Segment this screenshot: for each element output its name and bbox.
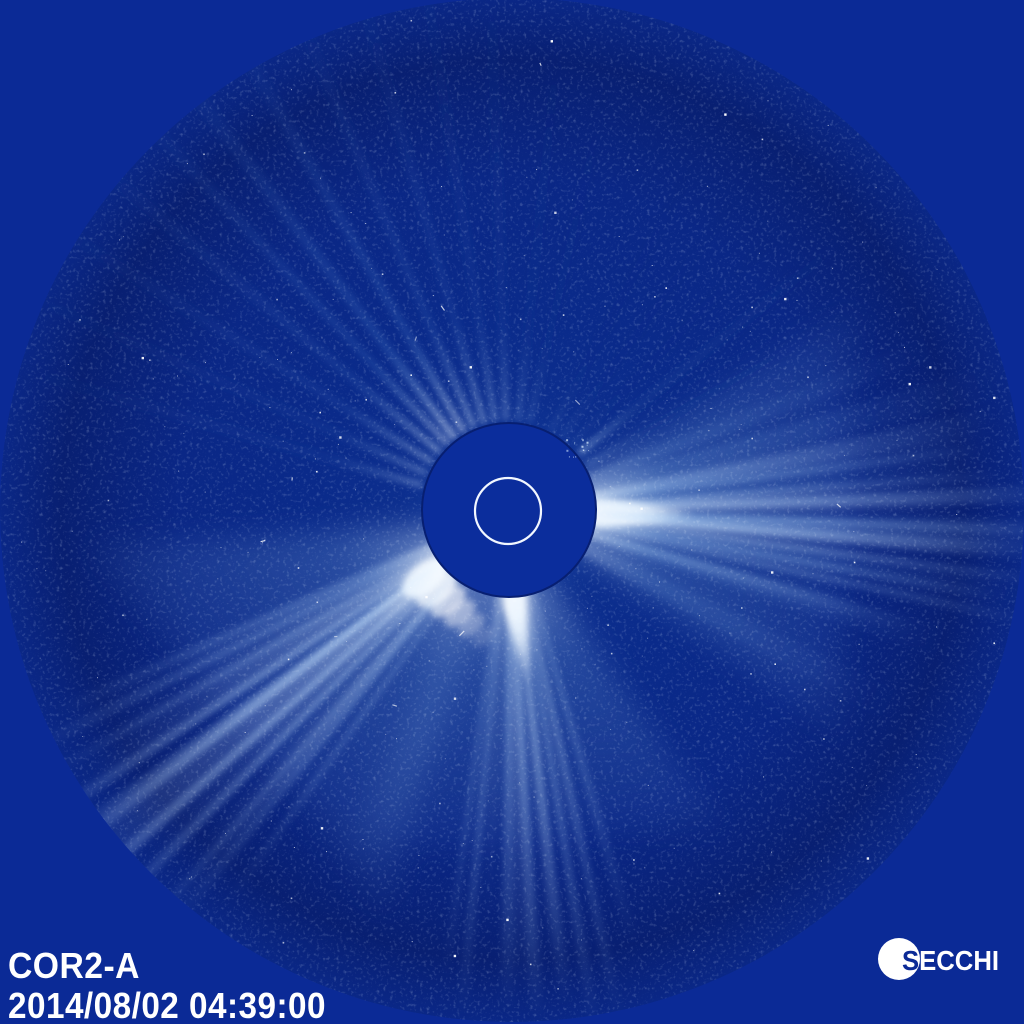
svg-text:COR2-A: COR2-A (8, 945, 140, 986)
svg-text:2014/08/02 04:39:00: 2014/08/02 04:39:00 (8, 985, 326, 1024)
